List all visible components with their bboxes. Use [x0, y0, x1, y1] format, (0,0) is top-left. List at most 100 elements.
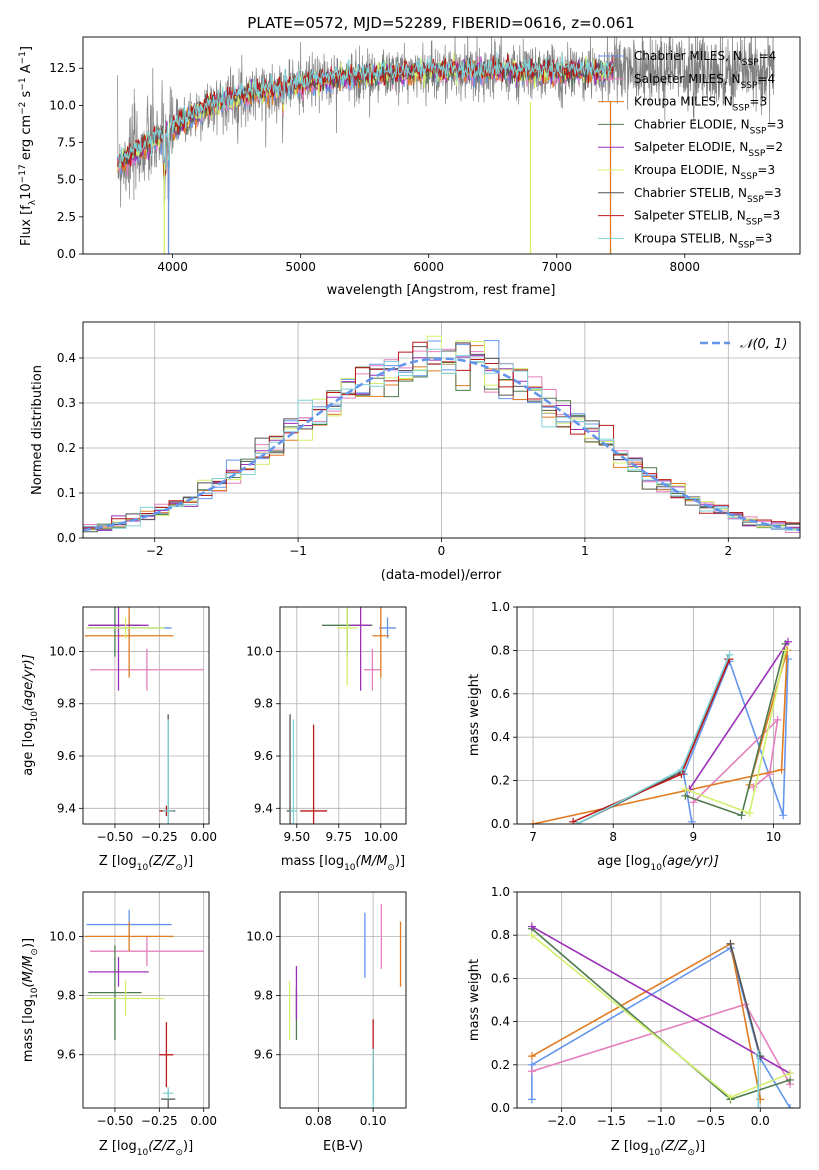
- plot-area: [83, 335, 800, 534]
- y-tick-label: 0.0: [57, 531, 76, 545]
- x-tick-label: −0.5: [696, 1114, 725, 1128]
- weight-marker: [569, 817, 578, 824]
- label-part: Salpeter ELODIE,: [634, 140, 739, 154]
- x-tick-label: 9: [690, 830, 698, 844]
- weight-marker: [786, 1069, 795, 1078]
- x-tick-label: −0.25: [141, 830, 178, 844]
- label-part: =4: [759, 49, 777, 63]
- y-tick-label: 0.4: [491, 1015, 510, 1029]
- label-part: N: [733, 49, 742, 63]
- y-tick-label: 0.2: [491, 774, 510, 788]
- label-part: s: [19, 90, 34, 101]
- legend: 𝒩(0, 1): [700, 337, 787, 352]
- label-part: =3: [764, 186, 782, 200]
- label-part: (Z/Z: [660, 1139, 688, 1154]
- x-tick-label: 4000: [157, 260, 188, 274]
- spectrum-axes: 4000 5000 6000 7000 8000 0.0 2.5 5.0 7.5 10.0 12.5…: [18, 14, 801, 298]
- legend-entry: Chabrier MILES, NSSP=4: [634, 49, 776, 68]
- age-vs-Z-axes: −0.50 −0.25 0.009.49.69.810.0Z [log10(Z/Z⊙…: [21, 606, 217, 873]
- weight-vs-age-axes: 7 8 9 10 0.0 0.2 0.4 0.6 0.8 1.0 mass weight age [l…: [467, 600, 801, 873]
- plot-area: [117, 37, 775, 254]
- weight-marker: [773, 715, 782, 724]
- weight-marker: [777, 765, 786, 774]
- label-part: N: [737, 209, 746, 223]
- label-part: )]: [183, 854, 193, 869]
- x-tick-label: 1: [581, 544, 589, 558]
- weight-marker: [754, 1050, 763, 1058]
- x-tick-label: 5000: [285, 260, 316, 274]
- x-axis-label: (data-model)/error: [381, 568, 502, 583]
- y-tick-label: 7.5: [57, 136, 76, 150]
- x-axis-label: mass [log10(M/M⊙)]: [281, 854, 405, 873]
- label-part: SSP: [742, 58, 759, 68]
- weight-marker: [681, 785, 690, 794]
- label-part: (age/yr)]: [21, 654, 36, 711]
- chart-title: PLATE=0572, MJD=52289, FIBERID=0616, z=0…: [247, 14, 634, 32]
- x-tick-label: −1.0: [646, 1114, 675, 1128]
- label-part: ⊙: [387, 863, 395, 873]
- x-axis-label: Z [log10(Z/Z⊙)]: [611, 1139, 705, 1158]
- x-tick-label: 9.75: [325, 830, 352, 844]
- y-tick-label: 9.6: [254, 1048, 273, 1062]
- weight-marker: [726, 1093, 735, 1102]
- label-part: N: [729, 231, 738, 245]
- label-part: Kroupa MILES,: [634, 95, 724, 109]
- label-part: Salpeter STELIB,: [634, 209, 737, 223]
- weight-marker: [687, 817, 696, 824]
- weight-marker: [726, 939, 735, 948]
- label-part: Z [log: [99, 854, 137, 869]
- x-tick-label: 6000: [413, 260, 444, 274]
- legend-entry: Chabrier STELIB, NSSP=3: [634, 186, 782, 205]
- weight-marker: [779, 811, 788, 820]
- label-part: Z [log: [611, 1139, 649, 1154]
- weight-marker: [527, 931, 536, 940]
- y-tick-label: 10.0: [246, 644, 273, 658]
- mass-vs-Z-axes: −0.50 −0.25 0.009.69.810.0Z [log10(Z/Z⊙)]m…: [21, 891, 217, 1158]
- weight-marker: [689, 798, 698, 807]
- y-axis-label: age [log10(age/yr)]: [21, 654, 40, 776]
- x-tick-label: 0.00: [190, 1114, 217, 1128]
- x-tick-label: 10.00: [364, 830, 398, 844]
- legend-entry: Salpeter MILES, NSSP=4: [634, 72, 775, 91]
- x-tick-label: −0.50: [97, 1114, 134, 1128]
- y-tick-label: 5.0: [57, 173, 76, 187]
- legend: Chabrier MILES, NSSP=4 Salpeter MILES, NS…: [598, 49, 784, 250]
- axes-frame: [279, 891, 407, 1109]
- label-part: N: [739, 140, 748, 154]
- x-tick-label: −1.5: [597, 1114, 626, 1128]
- y-tick-label: 0.0: [491, 817, 510, 831]
- y-tick-label: 10.0: [49, 929, 76, 943]
- x-axis-label: Z [log10(Z/Z⊙)]: [99, 854, 193, 873]
- y-tick-label: 0.4: [491, 730, 510, 744]
- x-tick-label: 0.0: [751, 1114, 770, 1128]
- label-part: 10: [137, 863, 149, 873]
- x-tick-label: 8: [609, 830, 617, 844]
- weight-line: [532, 650, 788, 824]
- y-tick-label: 0.2: [57, 441, 76, 455]
- weight-marker: [783, 637, 792, 646]
- weight-line: [531, 925, 791, 1075]
- weight-marker: [745, 809, 754, 818]
- weight-marker: [765, 770, 774, 779]
- label-part: 10: [344, 863, 356, 873]
- legend-entry: 𝒩(0, 1): [740, 337, 787, 352]
- x-tick-label: 9.50: [283, 830, 310, 844]
- label-part: 10: [650, 863, 662, 873]
- label-part: −1: [18, 77, 28, 90]
- y-tick-label: 0.2: [491, 1058, 510, 1072]
- gaussian-curve: [83, 357, 800, 532]
- y-axis-label: Flux [fλ10−17 erg cm−2 s−1 A−1]: [18, 46, 38, 246]
- x-tick-label: −2: [146, 544, 164, 558]
- x-tick-label: 7000: [541, 260, 572, 274]
- axes-frame: [516, 891, 801, 1109]
- label-part: Z [log: [99, 1139, 137, 1154]
- axes-frame: [82, 891, 210, 1109]
- y-tick-label: 1.0: [491, 600, 510, 614]
- axes-frame: [82, 606, 210, 825]
- y-tick-label: 9.4: [254, 801, 273, 815]
- x-tick-label: −0.25: [141, 1114, 178, 1128]
- label-part: 10: [30, 711, 40, 723]
- y-axis-label: Normed distribution: [30, 365, 45, 495]
- label-part: SSP: [741, 172, 758, 182]
